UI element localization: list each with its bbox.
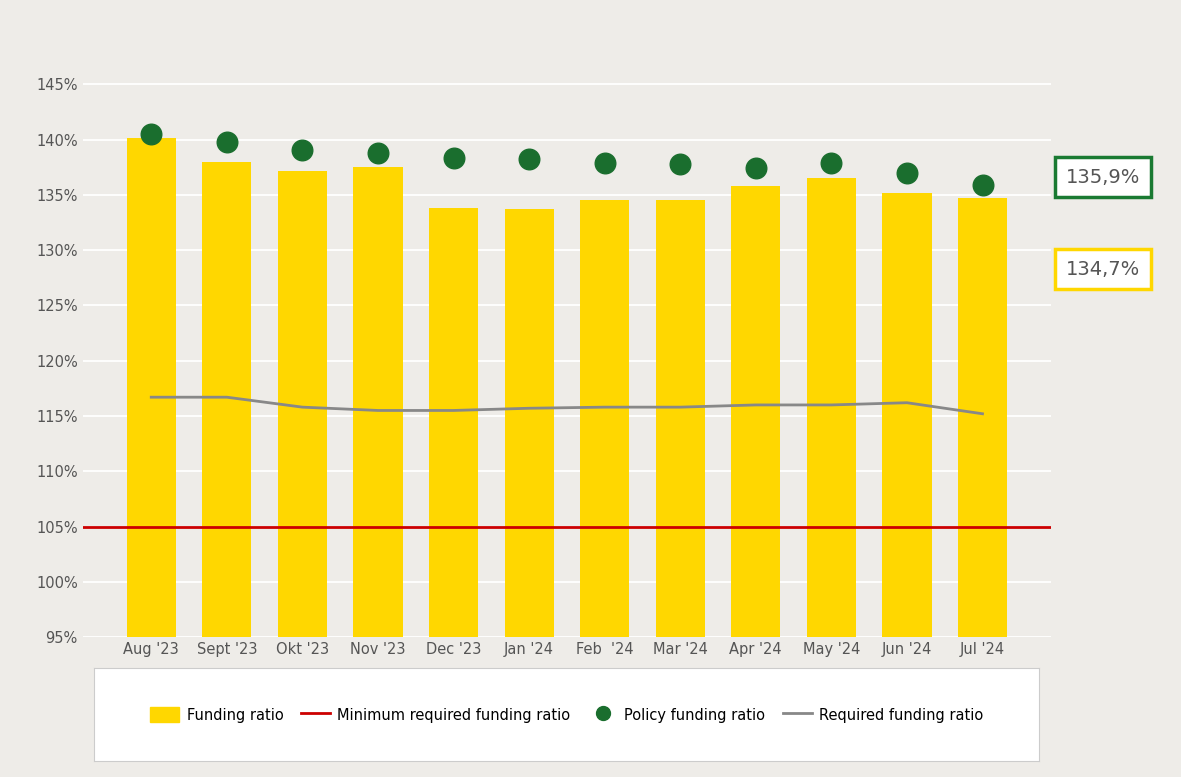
Point	[898, 166, 916, 179]
Bar	[429, 208, 478, 637]
Bar	[958, 198, 1007, 637]
Bar	[278, 170, 327, 637]
Point	[293, 143, 312, 155]
Point	[746, 162, 765, 175]
Bar	[807, 178, 856, 637]
Bar	[504, 209, 554, 637]
Point	[368, 147, 387, 159]
Point	[217, 135, 236, 148]
Bar	[731, 186, 781, 637]
Point	[671, 158, 690, 170]
Text: 134,7%: 134,7%	[1065, 260, 1140, 279]
Bar	[126, 138, 176, 637]
Bar	[353, 167, 403, 637]
Bar	[655, 200, 705, 637]
Legend: Funding ratio, Minimum required funding ratio, Policy funding ratio, Required fu: Funding ratio, Minimum required funding …	[138, 695, 996, 734]
Bar	[882, 193, 932, 637]
Point	[520, 153, 539, 166]
Point	[142, 127, 161, 140]
Point	[973, 179, 992, 191]
Point	[595, 156, 614, 169]
Text: 135,9%: 135,9%	[1065, 168, 1140, 186]
Bar	[202, 162, 252, 637]
Point	[444, 152, 463, 165]
Point	[822, 156, 841, 169]
Bar	[580, 200, 629, 637]
